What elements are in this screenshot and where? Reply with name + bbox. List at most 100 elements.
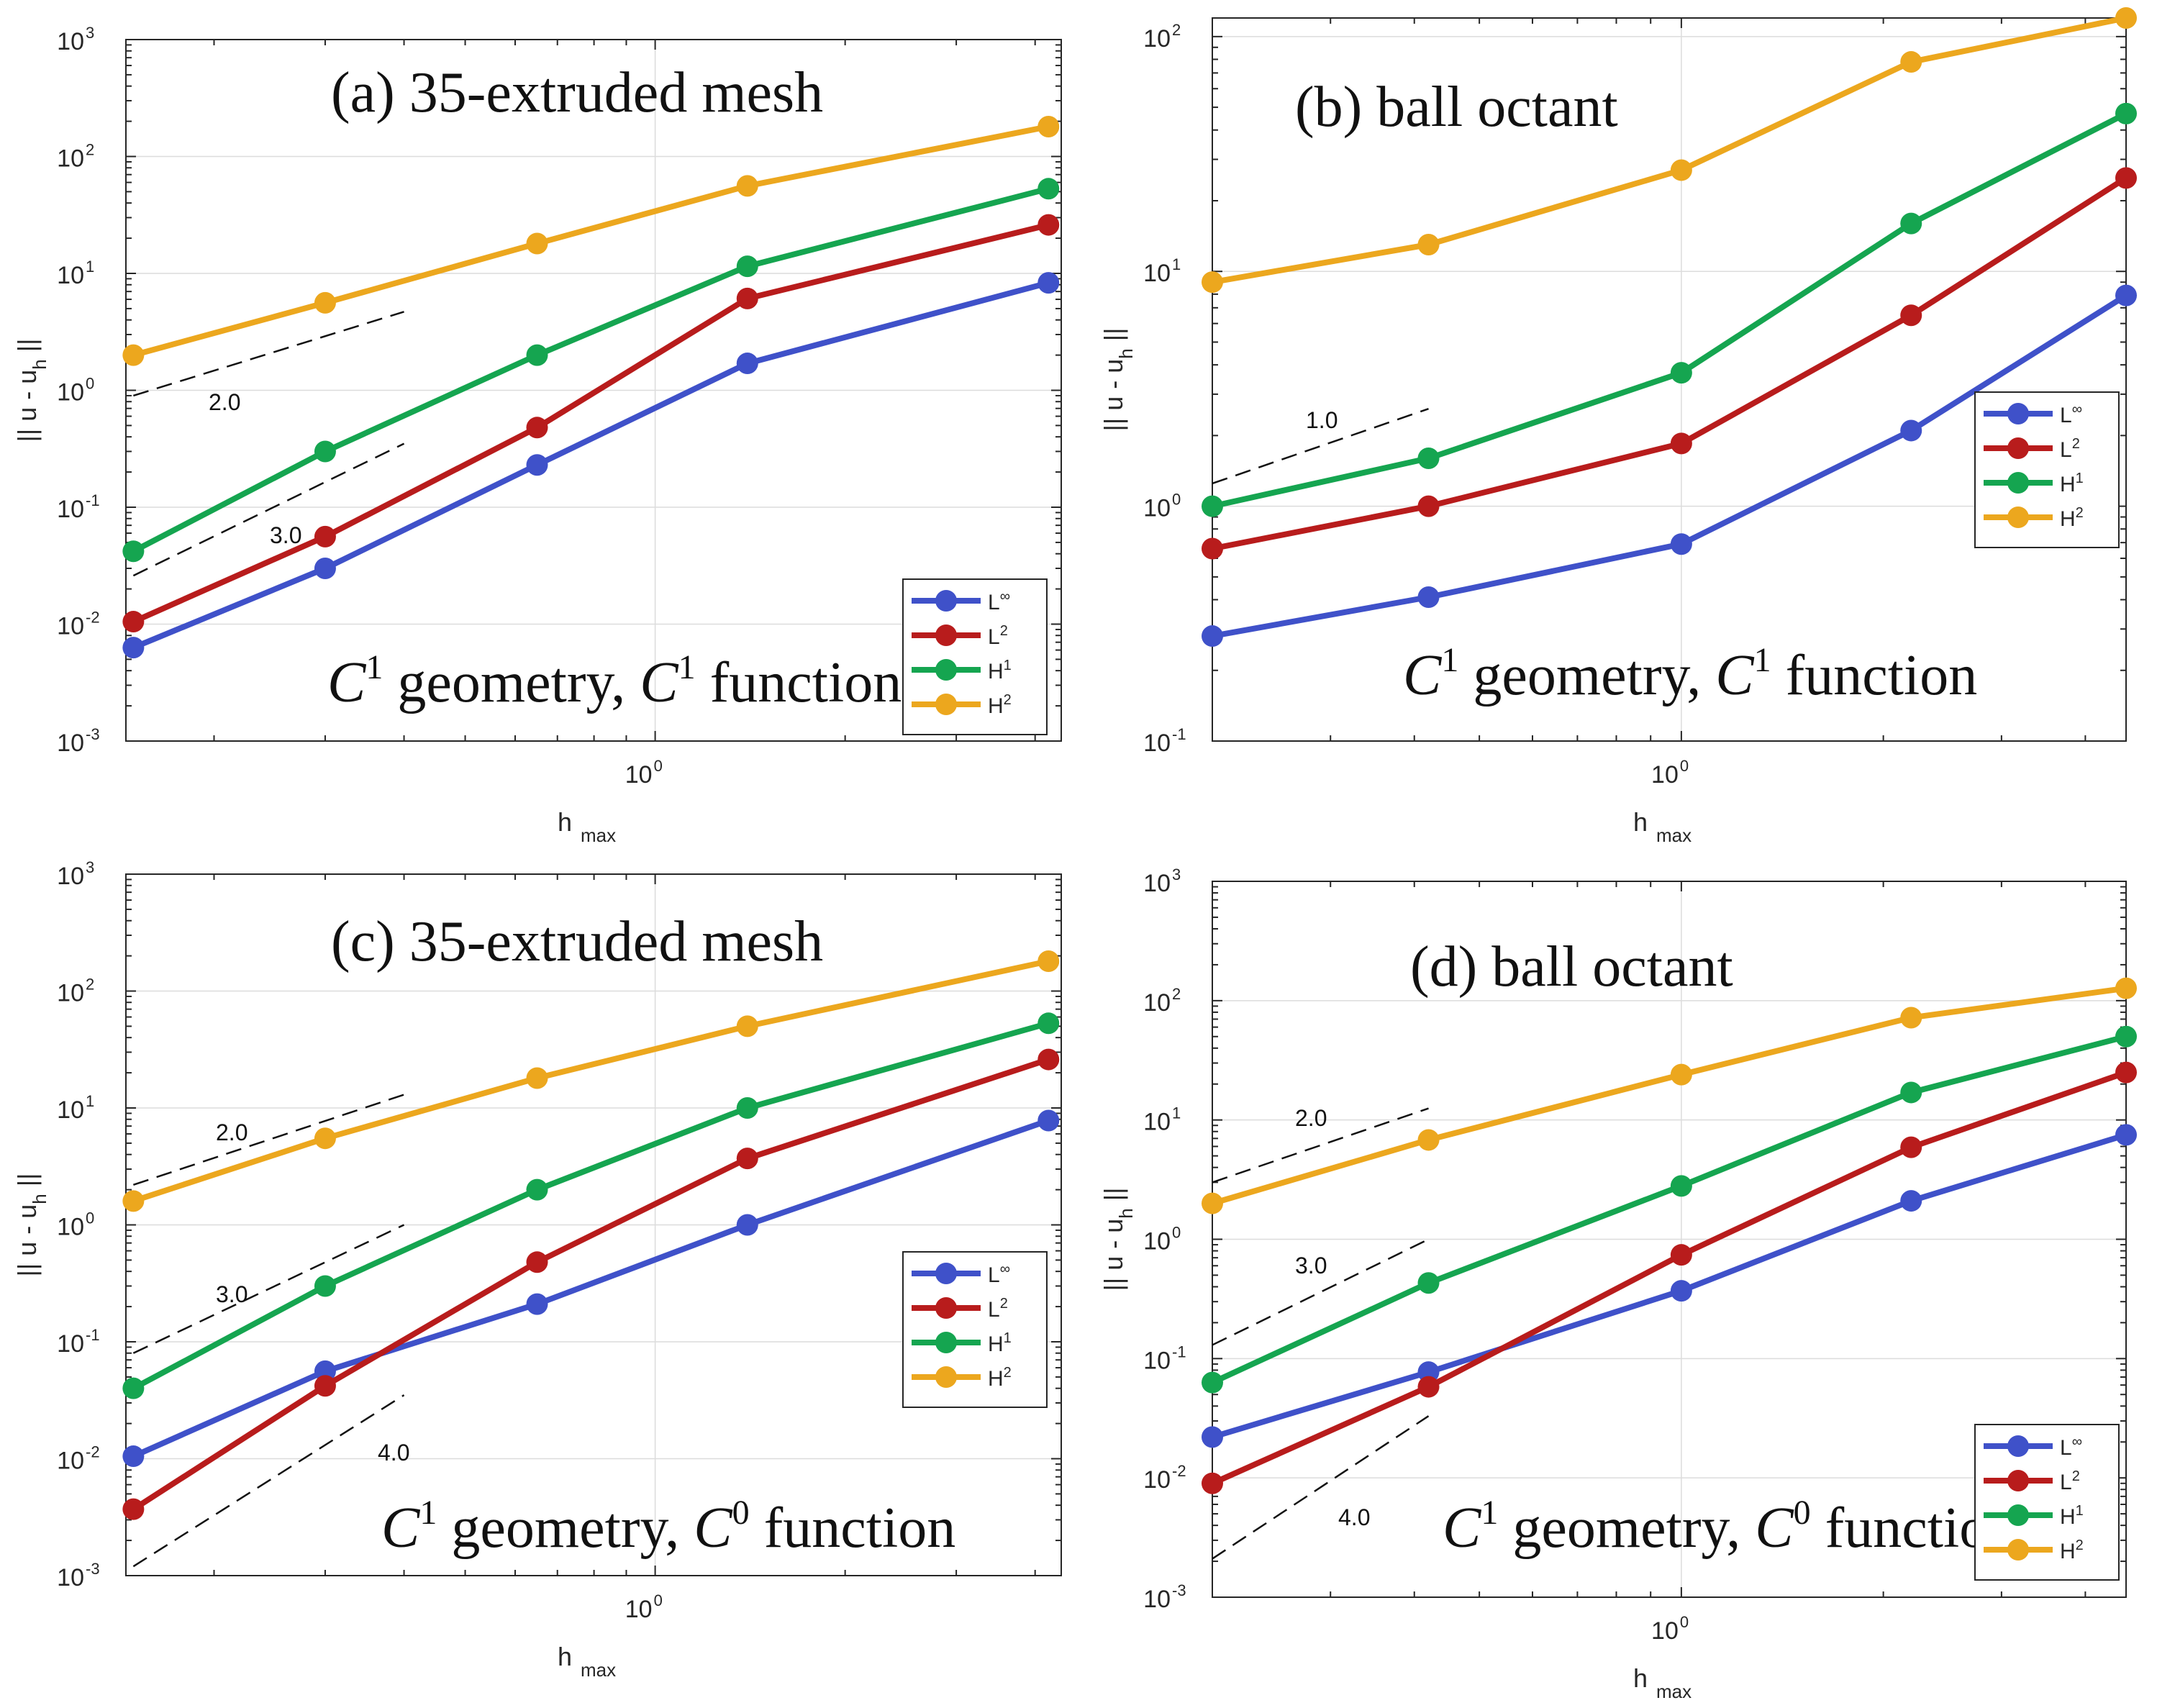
y-tick-exponent: -1 <box>86 491 100 509</box>
y-axis-label-post: || <box>12 339 42 360</box>
legend-label: H1 <box>988 1330 1012 1356</box>
y-tick-exponent: 1 <box>1172 255 1181 273</box>
y-tick-exponent: -3 <box>86 725 100 743</box>
annotation-sup: 1 <box>365 648 383 686</box>
data-point-L2 <box>122 611 145 633</box>
legend-label-base: H <box>988 1332 1004 1356</box>
data-point-H1 <box>1670 1175 1692 1197</box>
slope-reference-line <box>1212 1238 1430 1346</box>
slope-label: 4.0 <box>1338 1504 1370 1530</box>
data-point-L2 <box>526 1251 548 1273</box>
y-axis-label: || u - uh || <box>12 1173 50 1277</box>
data-point-L∞ <box>1670 1280 1692 1302</box>
y-axis-label-post: || <box>1099 328 1128 349</box>
legend-label-sup: 2 <box>1000 623 1008 639</box>
y-tick-exponent: 0 <box>86 375 94 393</box>
y-tick-exponent: 2 <box>86 976 94 994</box>
slope-reference-line <box>132 442 405 577</box>
data-point-L∞ <box>526 1293 548 1315</box>
legend-label-sup: 2 <box>1000 1296 1008 1312</box>
data-point-L2 <box>2115 1061 2137 1084</box>
data-point-L∞ <box>1900 419 1922 442</box>
data-point-L∞ <box>1417 586 1440 608</box>
slope-reference-line <box>1212 1107 1429 1184</box>
legend-label-base: L <box>2060 1471 2072 1494</box>
data-point-L2 <box>1202 537 1223 560</box>
data-point-H2 <box>1202 271 1223 294</box>
x-axis-label-sub: max <box>1656 825 1691 846</box>
y-tick-exponent: 1 <box>1172 1104 1181 1122</box>
data-point-L2 <box>1037 214 1060 236</box>
legend-label-base: L <box>988 1263 1000 1287</box>
data-point-H1 <box>1037 178 1060 200</box>
annotation-c: C <box>640 651 679 714</box>
data-point-L2 <box>122 1498 145 1520</box>
legend-label: H2 <box>988 692 1012 718</box>
legend-swatch-marker <box>2007 1539 2029 1561</box>
x-axis-label-sub: max <box>1656 1681 1691 1702</box>
data-point-L∞ <box>314 557 336 579</box>
legend-label-base: H <box>988 694 1004 718</box>
y-tick-exponent: -2 <box>86 609 100 627</box>
y-tick-exponent: 3 <box>86 24 94 42</box>
y-tick-exponent: 0 <box>86 1209 94 1227</box>
legend-label-sup: 2 <box>1004 1365 1012 1381</box>
y-tick-label: 10 <box>57 28 84 55</box>
data-point-L∞ <box>2115 1124 2137 1146</box>
y-tick-exponent: -2 <box>86 1443 100 1461</box>
data-point-L∞ <box>736 1214 758 1236</box>
legend-swatch-marker <box>2007 437 2029 459</box>
data-point-H2 <box>2115 977 2137 999</box>
legend-label-sup: 2 <box>2076 1537 2084 1553</box>
legend-label: L∞ <box>2060 1434 2082 1460</box>
legend-label: H2 <box>2060 505 2084 531</box>
slope-label: 3.0 <box>216 1281 248 1307</box>
y-tick-label: 10 <box>1143 989 1171 1017</box>
data-point-L∞ <box>1900 1190 1922 1212</box>
legend-label: H1 <box>2060 1503 2084 1529</box>
slope-label: 2.0 <box>1295 1105 1327 1131</box>
data-point-L2 <box>1670 1244 1692 1266</box>
legend-label: H1 <box>2060 471 2084 496</box>
y-tick-exponent: 1 <box>86 258 94 276</box>
panel-annotation: C1 geometry, C0 function <box>1443 1494 2017 1560</box>
y-axis-label-sub: h <box>1115 1208 1137 1218</box>
panel-annotation: C1 geometry, C0 function <box>381 1494 955 1560</box>
annotation-sup: 0 <box>732 1494 750 1532</box>
axes-frame <box>125 39 1062 742</box>
y-tick-exponent: 0 <box>1172 1224 1181 1242</box>
y-axis-label-pre: || u - u <box>12 370 42 442</box>
y-tick-exponent: 2 <box>86 141 94 159</box>
data-point-H2 <box>736 175 758 197</box>
y-tick-label: 10 <box>1143 1109 1171 1136</box>
annotation-text: function <box>1771 644 1978 707</box>
legend-label-base: H <box>988 660 1004 683</box>
y-tick-exponent: -1 <box>86 1326 100 1344</box>
annotation-c: C <box>381 1496 421 1560</box>
data-point-L∞ <box>122 1445 145 1468</box>
y-axis-label: || u - uh || <box>1099 328 1137 432</box>
slope-label: 2.0 <box>216 1119 248 1145</box>
slope-label: 4.0 <box>378 1440 409 1466</box>
legend-swatch-marker <box>935 590 957 612</box>
data-point-H2 <box>1900 51 1922 73</box>
x-tick-exponent: 0 <box>1680 1613 1689 1631</box>
data-point-L∞ <box>122 637 145 659</box>
legend-label-sup: 1 <box>2076 471 2084 486</box>
y-axis-label-sub: h <box>29 1194 50 1204</box>
data-point-H1 <box>1670 362 1692 384</box>
legend-swatch-marker <box>2007 1435 2029 1457</box>
x-tick-label: 10 <box>1651 1617 1679 1645</box>
data-point-H2 <box>1900 1007 1922 1029</box>
data-point-L∞ <box>526 454 548 476</box>
y-tick-label: 10 <box>1143 1466 1171 1494</box>
annotation-text: function <box>750 1496 956 1560</box>
legend-label-sup: ∞ <box>2072 401 2082 417</box>
data-point-H2 <box>1417 1129 1440 1151</box>
y-axis-label: || u - uh || <box>1099 1188 1137 1291</box>
data-point-L2 <box>314 525 336 548</box>
legend-label-base: H <box>2060 1540 2076 1563</box>
